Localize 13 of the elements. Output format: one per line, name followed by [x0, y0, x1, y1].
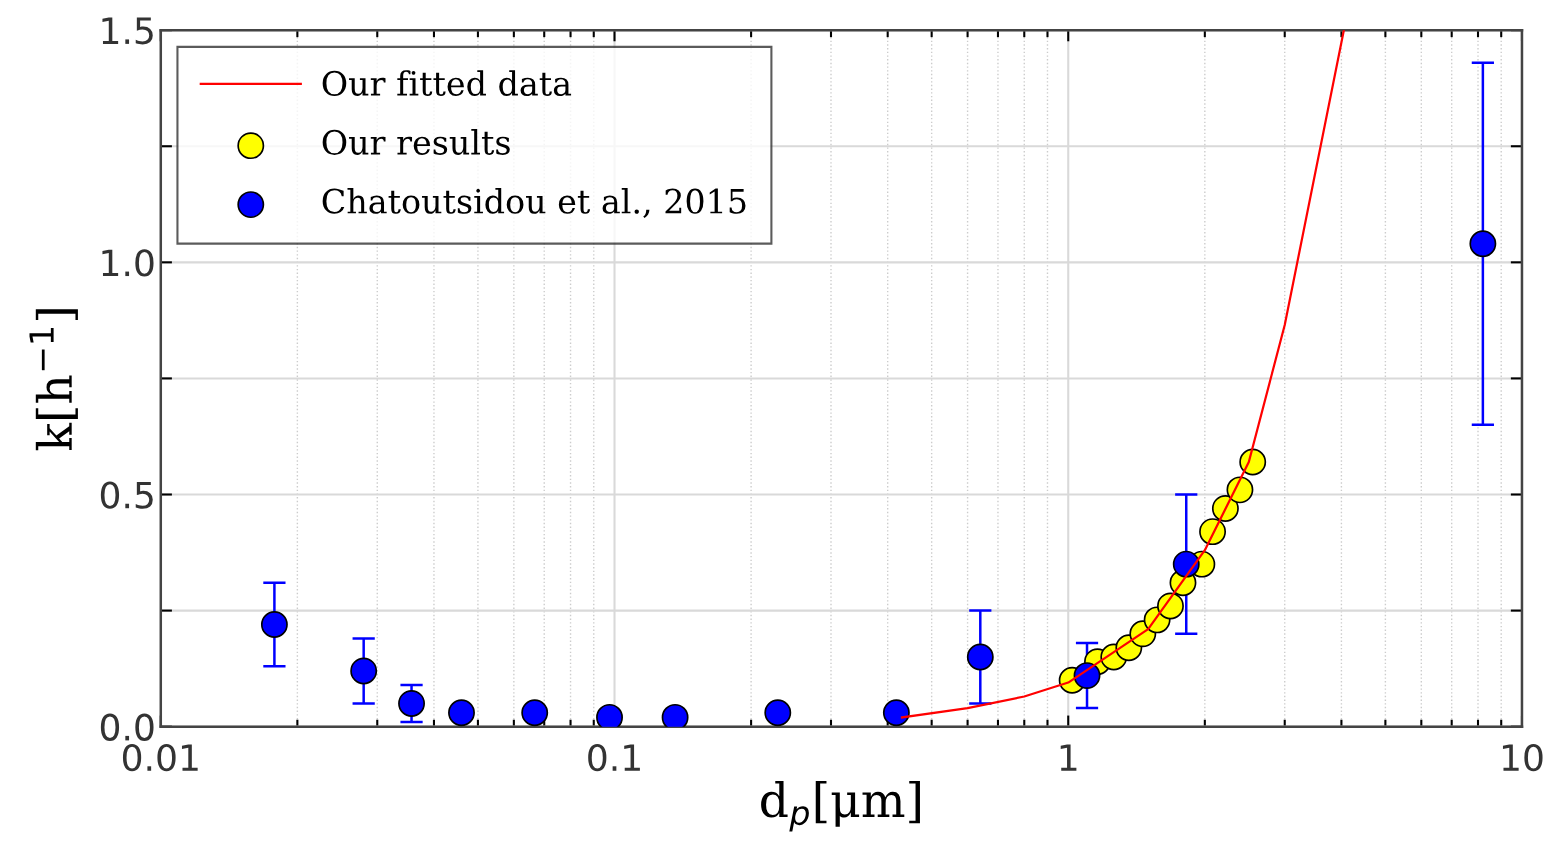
y-tick-label: 1.0	[102, 249, 154, 277]
x-tick-label: 1	[1060, 744, 1077, 771]
legend-label: Our results	[322, 129, 510, 155]
x-tick-label: 0.01	[122, 743, 198, 772]
x-tick-label: 10	[1502, 743, 1543, 772]
legend-label: Our fitted data	[322, 70, 572, 96]
y-tick-label: 0.0	[100, 713, 154, 741]
legend-label: Chatoutsidou et al., 2015	[322, 188, 746, 218]
y-axis-title: k[h$^{−1}$]	[29, 309, 78, 451]
y-tick-label: 0.5	[100, 481, 153, 509]
x-axis-title: d$_{p}$[μm]	[761, 781, 920, 832]
x-tick-label: 0.1	[588, 743, 640, 772]
y-tick-label: 1.5	[102, 17, 153, 45]
